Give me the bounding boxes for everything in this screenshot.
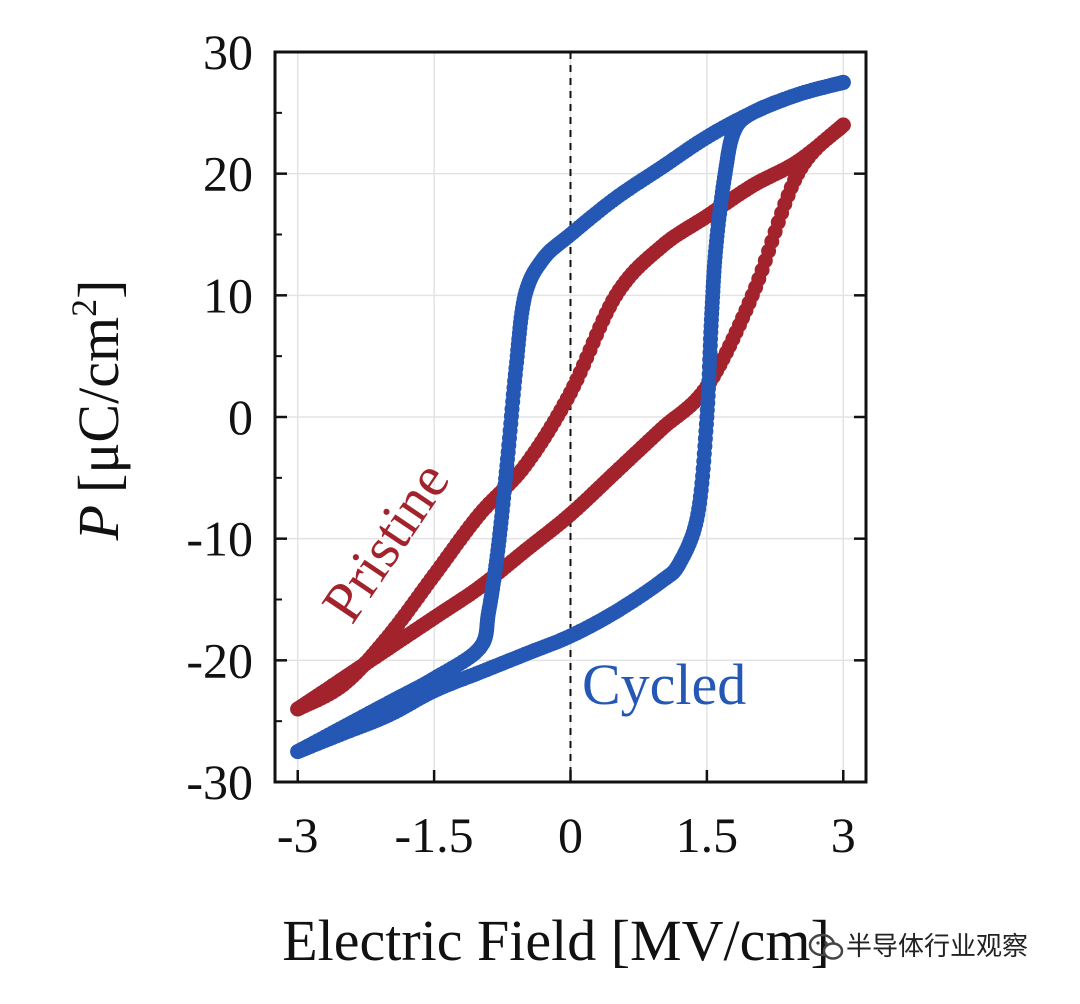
y-tick-label: 0 [228, 389, 253, 445]
y-axis-unit-exponent: 2 [64, 299, 104, 317]
pristine-point [290, 701, 306, 717]
series-layer [290, 74, 851, 760]
series-cycled [290, 74, 851, 760]
y-axis-symbol: P [66, 505, 131, 541]
y-axis-unit: [μC/cm [66, 317, 131, 493]
axis-ticks [275, 50, 866, 784]
cycled-label: Cycled [582, 652, 746, 717]
y-tick-label: -30 [186, 754, 253, 810]
watermark: 半导体行业观察 [808, 932, 1028, 962]
y-tick-label: -20 [186, 632, 253, 688]
wechat-icon [808, 933, 844, 960]
y-tick-label: 10 [203, 267, 253, 323]
y-tick-label: -10 [186, 511, 253, 567]
series-pristine [290, 117, 851, 717]
y-axis-title: P [μC/cm2] [64, 280, 131, 542]
x-tick-label: 3 [831, 807, 856, 863]
x-tick-label: 0 [558, 807, 583, 863]
x-tick-label: -1.5 [395, 807, 474, 863]
x-tick-label: -3 [277, 807, 319, 863]
y-tick-label: 30 [203, 24, 253, 80]
watermark-text: 半导体行业观察 [846, 932, 1028, 962]
y-axis-unit-close: ] [66, 280, 131, 299]
tick-labels: -3 -1.5 0 1.5 3 -30 -20 -10 0 10 20 30 [186, 24, 855, 863]
x-tick-label: 1.5 [676, 807, 739, 863]
x-axis-title: Electric Field [MV/cm] [282, 908, 830, 973]
cycled-point [290, 744, 306, 760]
y-tick-label: 20 [203, 146, 253, 202]
